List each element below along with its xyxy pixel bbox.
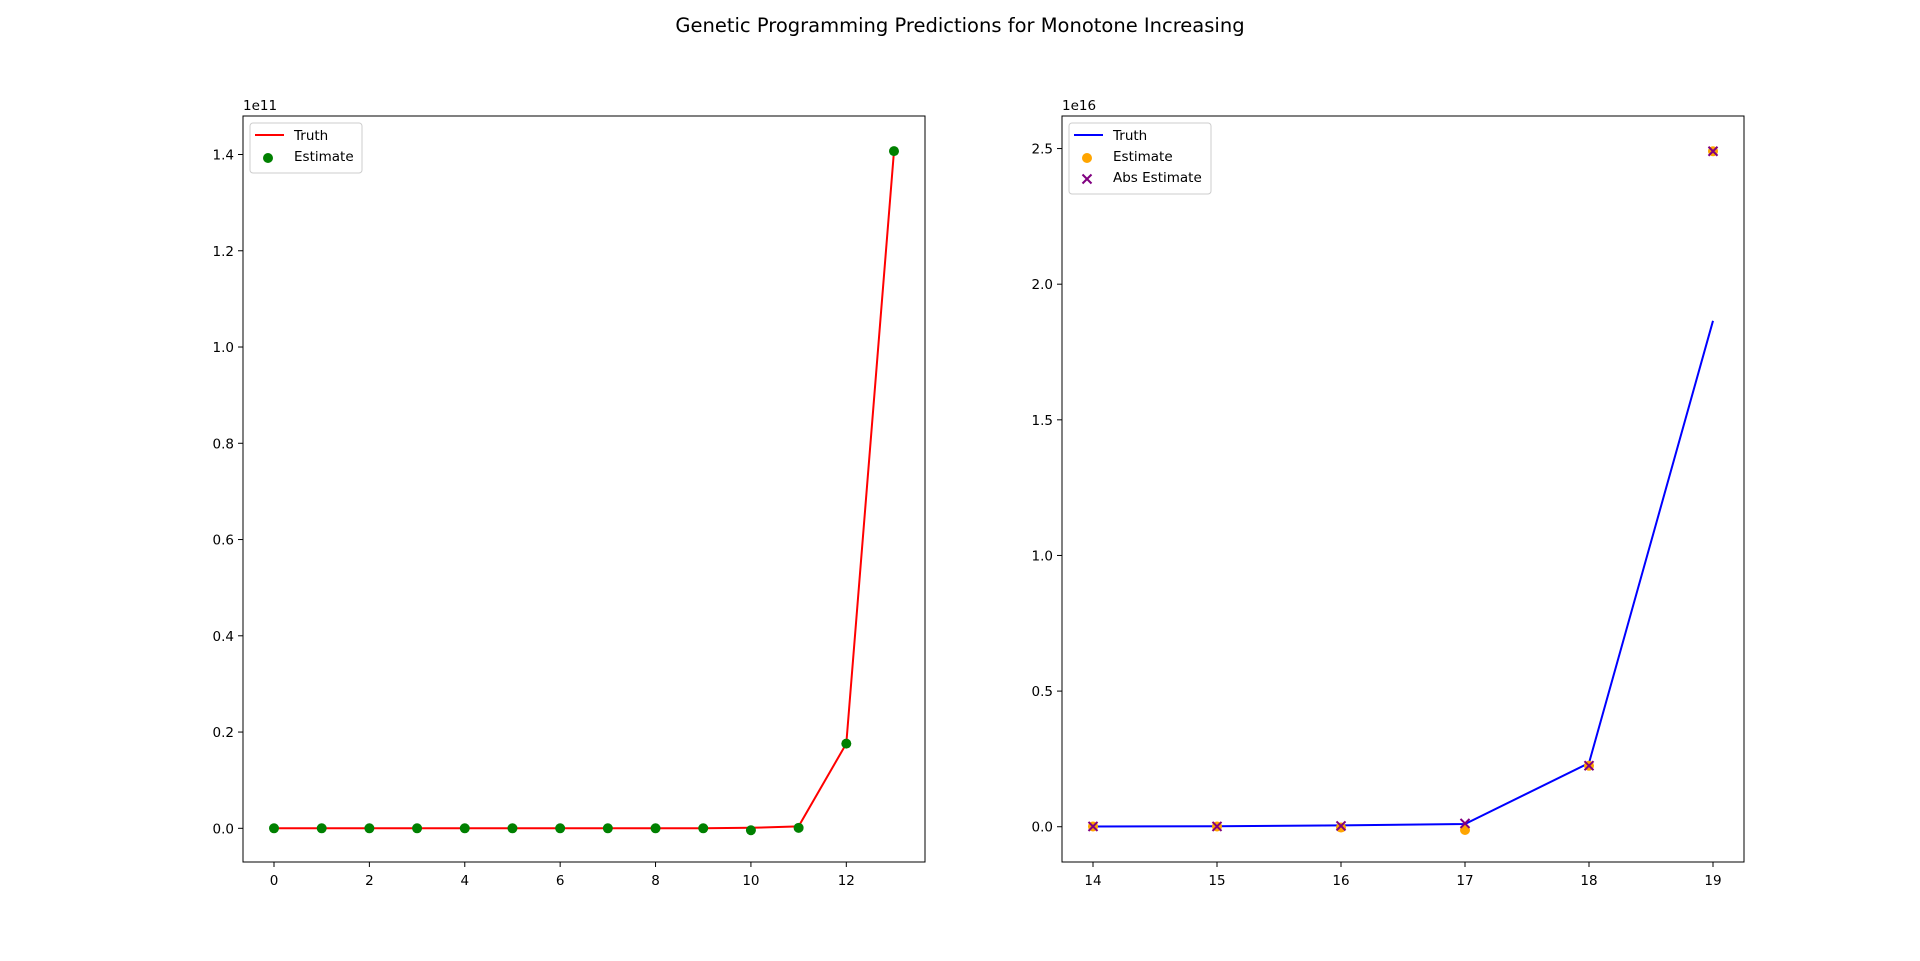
estimate-point: [555, 823, 566, 834]
x-tick-label: 12: [838, 873, 855, 889]
estimate-point: [459, 823, 470, 834]
y-tick-label: 0.4: [213, 629, 234, 645]
figure-title: Genetic Programming Predictions for Mono…: [675, 14, 1245, 37]
y-tick-label: 1.2: [213, 244, 234, 260]
estimate-point: [316, 823, 327, 834]
legend-label: Estimate: [294, 149, 354, 165]
legend-label: Truth: [1112, 128, 1147, 144]
truth-line: [1092, 320, 1714, 828]
estimate-point: [507, 823, 518, 834]
x-tick-label: 0: [270, 873, 279, 889]
abs-estimate-point: [1087, 821, 1099, 832]
axes-frame: [1061, 115, 1745, 863]
x-tick-label: 2: [365, 873, 374, 889]
abs-estimate-point: [1583, 760, 1595, 771]
x-tick-label: 4: [460, 873, 469, 889]
x-tick-label: 10: [742, 873, 759, 889]
series-estimate: [269, 146, 899, 836]
legend-x-handle: [1081, 173, 1093, 185]
x-tick-label: 15: [1208, 873, 1225, 889]
abs-estimate-point: [1459, 818, 1471, 829]
estimate-point: [412, 823, 423, 834]
abs-estimate-point: [1707, 146, 1719, 157]
legend: Truth Estimate Abs Estimate: [1068, 122, 1212, 195]
x-tick-label: 17: [1456, 873, 1473, 889]
y-tick-label: 1.5: [1032, 413, 1053, 429]
left-subplot: 0 2 4 6 8 10 12 0.0 0.2 0.4 0.6 0.8 1.0 1.2 1.4 1e11 Tru…: [213, 98, 926, 889]
estimate-point: [650, 823, 661, 834]
y-tick-label: 0.2: [213, 725, 234, 741]
series-truth: [274, 151, 895, 830]
estimate-point: [602, 823, 613, 834]
series-estimate: [1088, 146, 1718, 835]
y-tick-label: 0.5: [1032, 684, 1053, 700]
y-tick-label: 0.6: [213, 533, 234, 549]
y-offset-label: 1e11: [243, 98, 277, 114]
legend-label: Estimate: [1113, 149, 1173, 165]
estimate-point: [793, 822, 804, 833]
series-truth: [1092, 320, 1714, 828]
estimate-point: [698, 823, 709, 834]
legend-frame: [1068, 122, 1212, 195]
abs-estimate-point: [1335, 820, 1347, 832]
estimate-point: [745, 825, 756, 836]
x-tick-label: 16: [1332, 873, 1349, 889]
series-abs-estimate: [1087, 146, 1719, 832]
estimate-point: [364, 823, 375, 834]
x-tick-label: 6: [556, 873, 565, 889]
x-tick-label: 19: [1704, 873, 1721, 889]
x-tick-label: 18: [1580, 873, 1597, 889]
y-tick-label: 1.0: [213, 340, 234, 356]
estimate-point: [1336, 822, 1346, 833]
legend: Truth Estimate: [249, 122, 363, 174]
y-tick-label: 0.8: [213, 436, 234, 452]
abs-estimate-point: [1211, 821, 1223, 832]
legend-label: Abs Estimate: [1113, 170, 1202, 186]
legend-circle-handle: [1082, 153, 1092, 163]
axes-frame: [242, 115, 926, 863]
y-tick-label: 2.5: [1032, 142, 1053, 158]
x-tick-label: 8: [651, 873, 660, 889]
y-offset-label: 1e16: [1062, 98, 1096, 114]
right-subplot: 14 15 16 17 18 19 0.0 0.5 1.0 1.5 2.0 2.5 1e16 Truth E…: [1032, 98, 1745, 889]
estimate-point: [1460, 824, 1470, 835]
y-tick-label: 0.0: [1032, 820, 1053, 836]
legend-circle-handle: [263, 153, 273, 163]
estimate-point: [889, 146, 899, 157]
legend-label: Truth: [293, 128, 328, 144]
estimate-point: [841, 738, 852, 749]
x-tick-label: 14: [1084, 873, 1101, 889]
y-tick-label: 0.0: [213, 821, 234, 837]
y-tick-label: 1.4: [213, 148, 234, 164]
truth-line: [274, 151, 895, 830]
y-tick-label: 1.0: [1032, 548, 1053, 564]
y-tick-label: 2.0: [1032, 277, 1053, 293]
estimate-point: [269, 823, 279, 834]
